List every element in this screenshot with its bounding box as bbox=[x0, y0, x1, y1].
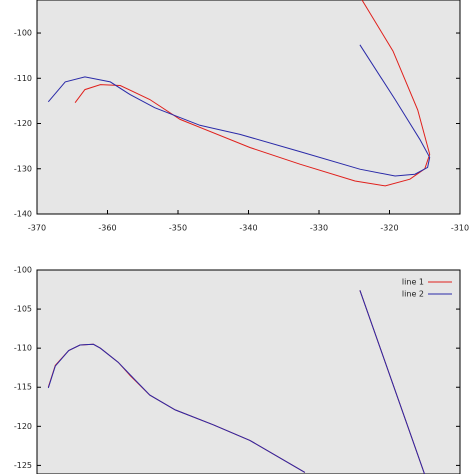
y-tick-label: -140 bbox=[14, 210, 32, 219]
legend-label: line 1 bbox=[402, 278, 424, 287]
x-tick-label: -310 bbox=[451, 224, 469, 233]
y-tick-label: -115 bbox=[14, 383, 32, 392]
line-series bbox=[74, 0, 431, 187]
x-tick-label: -350 bbox=[169, 224, 187, 233]
y-tick-label: -110 bbox=[14, 344, 32, 353]
x-tick-label: -340 bbox=[239, 224, 257, 233]
y-tick-label: -100 bbox=[14, 29, 32, 38]
plot-lines bbox=[47, 0, 431, 187]
y-tick-label: -105 bbox=[14, 305, 32, 314]
line-series bbox=[47, 44, 431, 177]
y-tick-label: -100 bbox=[14, 266, 32, 275]
y-tick-label: -125 bbox=[14, 461, 32, 470]
y-tick-label: -120 bbox=[14, 119, 32, 128]
y-tick-label: -110 bbox=[14, 74, 32, 83]
line-series bbox=[47, 290, 426, 474]
x-tick-label: -360 bbox=[98, 224, 116, 233]
y-tick-label: -120 bbox=[14, 422, 32, 431]
x-tick-label: -320 bbox=[380, 224, 398, 233]
plot-lines bbox=[47, 290, 426, 474]
plot-area bbox=[36, 0, 461, 215]
legend-label: line 2 bbox=[402, 290, 424, 299]
y-tick-label: -130 bbox=[14, 164, 32, 173]
plot-area bbox=[36, 269, 461, 474]
x-tick-label: -330 bbox=[310, 224, 328, 233]
x-tick-label: -370 bbox=[28, 224, 46, 233]
